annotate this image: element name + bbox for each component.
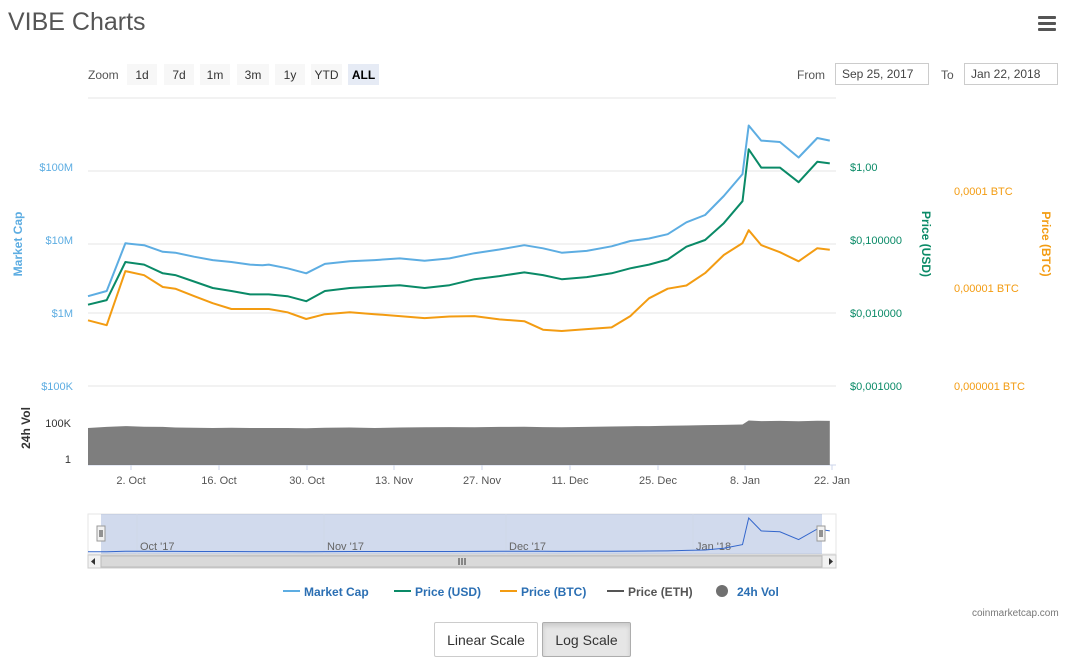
x-axis-tick-label: 13. Nov <box>375 475 413 487</box>
price-usd-tick-label: $0,001000 <box>850 381 902 393</box>
price-btc-tick-label: 0,00001 BTC <box>954 283 1019 295</box>
scrollbar-right-arrow-icon[interactable] <box>829 558 833 565</box>
scrollbar-left-arrow-icon[interactable] <box>91 558 95 565</box>
x-axis-tick-label: 16. Oct <box>201 475 236 487</box>
legend-item-label[interactable]: Price (USD) <box>415 585 481 599</box>
linear-scale-button[interactable]: Linear Scale <box>434 622 538 657</box>
navigator-label: Nov '17 <box>327 541 364 553</box>
zoom-button-all[interactable]: ALL <box>348 64 379 85</box>
volume-tick-label: 1 <box>65 454 71 466</box>
navigator-mask <box>101 514 822 554</box>
price-btc-tick-label: 0,000001 BTC <box>954 381 1025 393</box>
price-usd-tick-label: $0,010000 <box>850 308 902 320</box>
zoom-button-1y[interactable]: 1y <box>275 64 305 85</box>
navigator-handle-left[interactable] <box>96 525 106 542</box>
from-label: From <box>797 68 825 82</box>
to-label: To <box>941 68 954 82</box>
zoom-button-1d[interactable]: 1d <box>127 64 157 85</box>
price-usd-tick-label: $0,100000 <box>850 235 902 247</box>
price-btc-tick-label: 0,0001 BTC <box>954 186 1013 198</box>
legend-swatch <box>716 585 728 597</box>
x-axis-tick-label: 8. Jan <box>730 475 760 487</box>
zoom-button-7d[interactable]: 7d <box>164 64 194 85</box>
navigator-label: Oct '17 <box>140 541 175 553</box>
legend-item-label[interactable]: Price (ETH) <box>628 585 693 599</box>
navigator-handle-right[interactable] <box>816 525 826 542</box>
zoom-label: Zoom <box>88 68 119 82</box>
market-cap-axis-label: Market Cap <box>11 212 25 277</box>
series-price-btc-line <box>87 229 830 332</box>
legend-item-label[interactable]: Market Cap <box>304 585 369 599</box>
series-24h-vol-area <box>88 420 830 465</box>
zoom-button-ytd[interactable]: YTD <box>311 64 342 85</box>
page-title: VIBE Charts <box>8 8 146 36</box>
volume-axis-label: 24h Vol <box>19 407 33 449</box>
market-cap-tick-label: $100K <box>41 381 73 393</box>
x-axis-tick-label: 2. Oct <box>116 475 145 487</box>
navigator-frame <box>87 513 837 555</box>
navigator-label: Jan '18 <box>696 541 731 553</box>
x-axis-tick-label: 11. Dec <box>551 475 589 487</box>
price-btc-axis-label: Price (BTC) <box>1039 211 1053 276</box>
price-usd-axis-label: Price (USD) <box>919 211 933 277</box>
market-cap-tick-label: $100M <box>39 162 73 174</box>
legend-item-label[interactable]: Price (BTC) <box>521 585 586 599</box>
market-cap-tick-label: $10M <box>45 235 73 247</box>
x-axis-tick-label: 22. Jan <box>814 475 850 487</box>
market-cap-tick-label: $1M <box>52 308 73 320</box>
series-market-cap-line <box>87 124 831 298</box>
hamburger-menu-icon[interactable] <box>1038 16 1056 32</box>
x-axis-tick-label: 30. Oct <box>289 475 324 487</box>
price-usd-tick-label: $1,00 <box>850 162 878 174</box>
legend-item-label[interactable]: 24h Vol <box>737 585 779 599</box>
x-axis-tick-label: 27. Nov <box>463 475 501 487</box>
zoom-button-1m[interactable]: 1m <box>200 64 230 85</box>
volume-tick-label: 100K <box>45 418 71 430</box>
x-axis-tick-label: 25. Dec <box>639 475 677 487</box>
navigator-series <box>88 516 830 553</box>
to-date-input[interactable] <box>964 63 1058 85</box>
credit-link[interactable]: coinmarketcap.com <box>972 608 1059 619</box>
log-scale-button[interactable]: Log Scale <box>542 622 631 657</box>
zoom-button-3m[interactable]: 3m <box>237 64 269 85</box>
navigator-label: Dec '17 <box>509 541 546 553</box>
series-price-usd-line <box>87 148 830 306</box>
from-date-input[interactable] <box>835 63 929 85</box>
